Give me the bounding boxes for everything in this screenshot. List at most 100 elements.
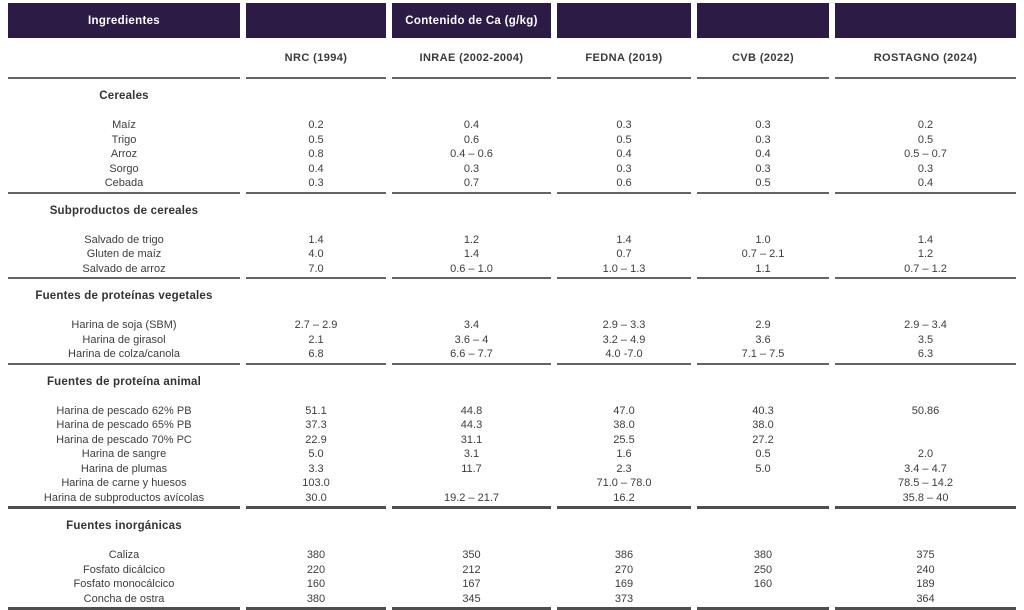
header-cell-table-title: Contenido de Ca (g/kg) (392, 3, 551, 38)
header-cell-empty-3 (697, 3, 829, 38)
value-cell-cvb: 160 (753, 578, 773, 590)
value-cell-rostagno: 78.5 – 14.2 (897, 477, 954, 489)
section-divider (8, 277, 1016, 279)
value-cell-cvb: 0.3 (755, 162, 771, 175)
table-row: Harina de pescado 62% PB 51.1 44.8 47.0 … (8, 404, 1016, 419)
value-cell-nrc: 30.0 (305, 491, 327, 504)
section-title-row: Subproductos de cereales (8, 205, 1016, 221)
value-cell-cvb: 40.3 (752, 404, 774, 417)
value-cell-nrc: 220 (306, 563, 326, 576)
table-title: Contenido de Ca (g/kg) (405, 14, 538, 27)
header-divider (8, 77, 1016, 79)
value-cell-cvb: 2.9 (755, 319, 771, 331)
value-cell-fedna: 47.0 (613, 404, 635, 417)
value-cell-fedna: 0.3 (616, 162, 632, 175)
ingredient-name: Fosfato monocálcico (73, 578, 175, 590)
ingredient-name: Salvado de arroz (82, 262, 166, 275)
value-cell-cvb: 380 (753, 549, 773, 561)
ingredient-name: Harina de pescado 65% PB (56, 419, 192, 431)
table-row: Trigo 0.5 0.6 0.5 0.3 0.5 (8, 133, 1016, 148)
value-cell-fedna: 169 (614, 578, 634, 590)
section-divider (8, 191, 1016, 194)
table-row: Caliza 380 350 386 380 375 (8, 548, 1016, 563)
column-header: INRAE (2002-2004) (419, 51, 524, 64)
value-cell-inrae: 3.1 (463, 448, 480, 460)
value-cell-rostagno (835, 418, 1016, 433)
section-rows: Harina de pescado 62% PB 51.1 44.8 47.0 … (8, 404, 1016, 507)
value-cell-cvb: 250 (753, 563, 773, 576)
ingredient-name: Fosfato dicálcico (83, 563, 165, 576)
value-cell-cvb: 0.3 (755, 133, 771, 146)
value-cell-inrae: 0.3 (463, 162, 480, 175)
value-cell-nrc: 160 (306, 578, 326, 590)
value-cell-nrc: 5.0 (308, 448, 324, 460)
value-cell-inrae: 167 (462, 578, 481, 590)
table-row: Sorgo 0.4 0.3 0.3 0.3 0.3 (8, 162, 1016, 177)
ingredient-name: Harina de sangre (81, 448, 167, 460)
table-section: Fuentes de proteína animal Harina de pes… (8, 365, 1016, 509)
ingredient-name: Sorgo (109, 162, 139, 175)
value-cell-rostagno: 364 (916, 592, 935, 605)
value-cell-rostagno: 189 (916, 578, 935, 590)
header-cell-empty-2 (557, 3, 691, 38)
ingredient-name: Cebada (104, 177, 144, 189)
value-cell-nrc: 2.7 – 2.9 (294, 319, 338, 331)
value-cell-inrae: 0.7 (463, 177, 480, 189)
value-cell-nrc: 0.4 (308, 162, 324, 175)
value-cell-nrc: 380 (306, 592, 326, 605)
value-cell-cvb: 0.5 (755, 448, 771, 460)
section-title: Fuentes de proteína animal (46, 375, 202, 388)
ingredient-name: Maíz (112, 119, 136, 131)
value-cell-inrae: 350 (462, 549, 481, 561)
table-row: Salvado de trigo 1.4 1.2 1.4 1.0 1.4 (8, 233, 1016, 248)
value-cell-rostagno: 50.86 (911, 404, 940, 417)
value-cell-rostagno: 35.8 – 40 (902, 491, 949, 504)
value-cell-fedna: 0.5 (616, 133, 632, 146)
section-divider (8, 362, 1016, 365)
value-cell-nrc: 0.8 (308, 148, 324, 160)
value-cell-rostagno: 0.3 (917, 162, 934, 175)
value-cell-inrae: 31.1 (460, 433, 483, 446)
ingredient-name: Harina de subproductos avícolas (43, 491, 205, 504)
value-cell-inrae: 3.6 – 4 (454, 333, 489, 346)
value-cell-cvb: 3.6 (755, 333, 771, 346)
value-cell-fedna: 373 (614, 592, 634, 605)
column-header: CVB (2022) (731, 51, 795, 64)
table-row: Harina de subproductos avícolas 30.0 19.… (8, 491, 1016, 506)
value-cell-nrc: 103.0 (302, 477, 330, 489)
ingredientes-label: Ingredientes (88, 14, 160, 27)
table-section: Cereales Maíz 0.2 0.4 0.3 0.3 0.2 Trigo … (8, 79, 1016, 194)
value-cell-cvb: 7.1 – 7.5 (741, 348, 785, 360)
value-cell-cvb (697, 491, 829, 506)
value-cell-rostagno: 0.2 (917, 119, 934, 131)
section-title-row: Fuentes de proteína animal (8, 376, 1016, 392)
column-header: ROSTAGNO (2024) (873, 51, 978, 64)
value-cell-fedna: 16.2 (613, 491, 635, 504)
value-cell-nrc: 0.2 (308, 119, 324, 131)
value-cell-nrc: 2.1 (308, 333, 324, 346)
section-rows: Harina de soja (SBM) 2.7 – 2.9 3.4 2.9 –… (8, 318, 1016, 363)
table-row: Harina de sangre 5.0 3.1 1.6 0.5 2.0 (8, 447, 1016, 462)
value-cell-rostagno: 6.3 (917, 348, 934, 360)
column-header: NRC (1994) (284, 51, 348, 64)
table-row: Harina de soja (SBM) 2.7 – 2.9 3.4 2.9 –… (8, 318, 1016, 333)
section-rows: Salvado de trigo 1.4 1.2 1.4 1.0 1.4 Glu… (8, 233, 1016, 278)
value-cell-nrc: 3.3 (308, 462, 324, 475)
value-cell-nrc: 6.8 (308, 348, 324, 360)
ingredient-name: Arroz (110, 148, 138, 160)
value-cell-inrae: 0.4 (463, 119, 480, 131)
table-row: Harina de pescado 70% PC 22.9 31.1 25.5 … (8, 433, 1016, 448)
header-cell-empty-4 (835, 3, 1016, 38)
section-title: Fuentes de proteínas vegetales (35, 290, 213, 302)
value-cell-fedna: 386 (614, 549, 634, 561)
column-header: FEDNA (2019) (585, 51, 663, 64)
value-cell-fedna: 0.3 (616, 119, 632, 131)
value-cell-nrc: 0.5 (308, 133, 324, 146)
value-cell-inrae: 1.2 (463, 233, 480, 246)
value-cell-cvb: 27.2 (752, 433, 774, 446)
section-rows: Maíz 0.2 0.4 0.3 0.3 0.2 Trigo 0.5 0.6 0… (8, 118, 1016, 192)
section-title-row: Cereales (8, 90, 1016, 106)
value-cell-inrae: 212 (462, 563, 481, 576)
value-cell-inrae: 11.7 (461, 462, 482, 475)
